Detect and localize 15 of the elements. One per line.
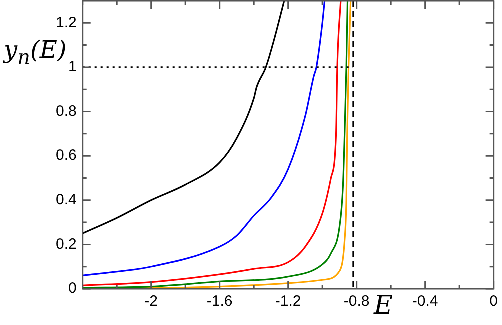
y-tick-label: 0.6: [56, 147, 77, 164]
y-tick-label: 1.2: [56, 14, 77, 32]
x-tick-label: -1.2: [275, 293, 302, 310]
y-tick-label: 0.4: [56, 192, 77, 209]
x-tick-label: -0.8: [344, 293, 370, 310]
y-tick-label: 0.8: [56, 102, 77, 120]
y-tick-label: 0.2: [56, 236, 77, 253]
x-tick-label: 0: [490, 293, 498, 310]
x-tick-label: -0.4: [412, 293, 438, 310]
y-tick-label: 0: [68, 280, 77, 298]
y-axis-title: y$_{n}$(E): [2, 36, 68, 69]
x-tick-label: -2: [144, 293, 158, 310]
x-axis-title: E: [374, 291, 393, 321]
y-tick-label: 1: [68, 58, 77, 76]
x-tick-label: -1.6: [206, 293, 233, 310]
